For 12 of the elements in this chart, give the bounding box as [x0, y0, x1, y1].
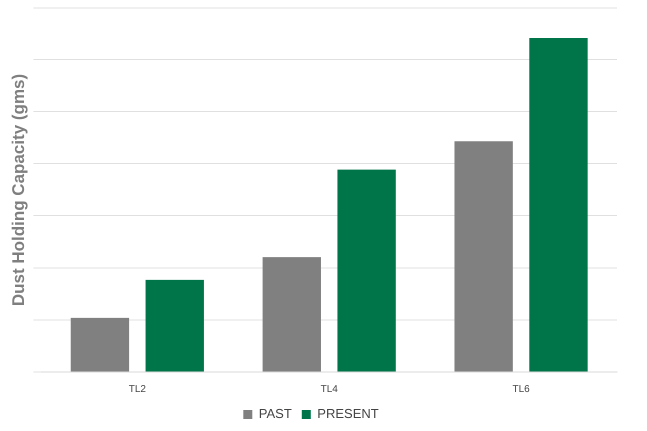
bar	[262, 257, 321, 372]
bar	[337, 170, 396, 372]
x-tick-label: TL2	[128, 384, 146, 395]
legend-label: PAST	[258, 406, 292, 422]
y-axis-title: Dust Holding Capacity (gms)	[8, 74, 28, 306]
bar	[146, 280, 204, 372]
bar	[529, 38, 588, 372]
bar	[70, 318, 130, 372]
bar	[454, 141, 513, 372]
legend-label: PRESENT	[317, 406, 379, 422]
x-tick-label: TL4	[320, 384, 338, 395]
x-tick-label: TL6	[512, 384, 530, 395]
